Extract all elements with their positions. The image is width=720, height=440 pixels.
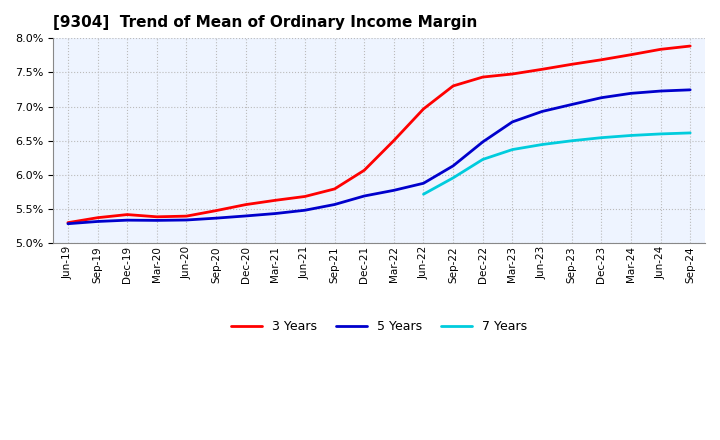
- Text: [9304]  Trend of Mean of Ordinary Income Margin: [9304] Trend of Mean of Ordinary Income …: [53, 15, 477, 30]
- 7 Years: [656, 131, 665, 136]
- 7 Years: [626, 133, 635, 138]
- 3 Years: [479, 74, 487, 80]
- Legend: 3 Years, 5 Years, 7 Years: 3 Years, 5 Years, 7 Years: [226, 315, 532, 338]
- 5 Years: [656, 88, 665, 94]
- 5 Years: [182, 217, 191, 223]
- 3 Years: [93, 215, 102, 220]
- 3 Years: [686, 44, 695, 49]
- 7 Years: [538, 142, 546, 147]
- 3 Years: [597, 57, 606, 62]
- 5 Years: [212, 216, 220, 221]
- 3 Years: [538, 67, 546, 72]
- 5 Years: [123, 217, 132, 223]
- 5 Years: [508, 119, 517, 125]
- 5 Years: [63, 221, 72, 226]
- 3 Years: [182, 213, 191, 219]
- 3 Years: [419, 106, 428, 112]
- 5 Years: [301, 208, 310, 213]
- 7 Years: [686, 130, 695, 136]
- 3 Years: [241, 202, 250, 207]
- 7 Years: [567, 138, 576, 143]
- 5 Years: [153, 218, 161, 223]
- 5 Years: [93, 219, 102, 224]
- 3 Years: [212, 208, 220, 213]
- 7 Years: [597, 135, 606, 140]
- 5 Years: [390, 188, 398, 193]
- 3 Years: [153, 214, 161, 220]
- 5 Years: [271, 211, 279, 216]
- 5 Years: [626, 91, 635, 96]
- 3 Years: [567, 62, 576, 67]
- 5 Years: [686, 87, 695, 92]
- 5 Years: [567, 102, 576, 107]
- 7 Years: [479, 157, 487, 162]
- 3 Years: [626, 52, 635, 57]
- 7 Years: [508, 147, 517, 152]
- 5 Years: [330, 202, 339, 207]
- 3 Years: [508, 71, 517, 77]
- 3 Years: [63, 220, 72, 225]
- 5 Years: [538, 109, 546, 114]
- 3 Years: [360, 168, 369, 173]
- 3 Years: [301, 194, 310, 199]
- 7 Years: [419, 191, 428, 197]
- Line: 5 Years: 5 Years: [68, 90, 690, 224]
- 3 Years: [390, 138, 398, 143]
- Line: 3 Years: 3 Years: [68, 46, 690, 223]
- 3 Years: [123, 212, 132, 217]
- 3 Years: [271, 198, 279, 203]
- 5 Years: [597, 95, 606, 100]
- 7 Years: [449, 175, 457, 180]
- 3 Years: [330, 186, 339, 191]
- 5 Years: [419, 181, 428, 186]
- 5 Years: [360, 193, 369, 198]
- 5 Years: [449, 163, 457, 169]
- Line: 7 Years: 7 Years: [423, 133, 690, 194]
- 5 Years: [241, 213, 250, 219]
- 3 Years: [449, 83, 457, 88]
- 5 Years: [479, 139, 487, 145]
- 3 Years: [656, 47, 665, 52]
